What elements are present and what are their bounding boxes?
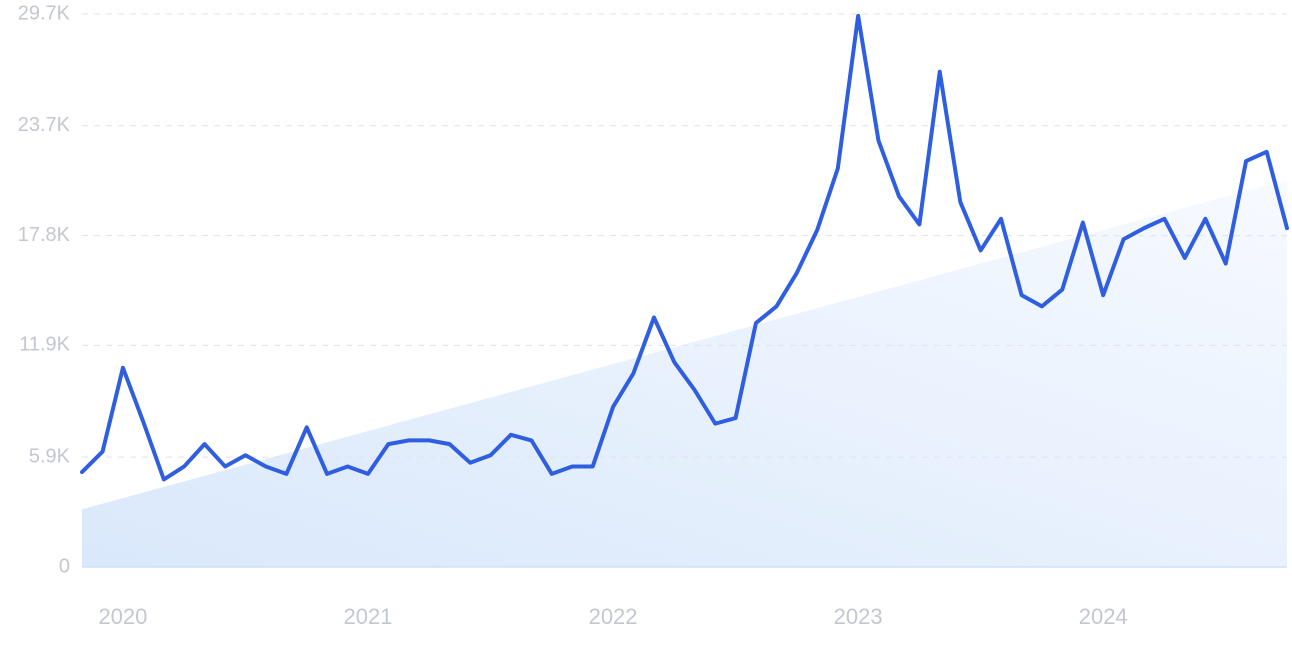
x-tick-label: 2023 xyxy=(834,604,883,629)
y-tick-label: 5.9K xyxy=(29,445,71,467)
x-tick-label: 2022 xyxy=(589,604,638,629)
y-tick-label: 11.9K xyxy=(19,334,70,356)
x-tick-label: 2021 xyxy=(344,604,393,629)
y-tick-label: 17.8K xyxy=(18,224,71,246)
x-tick-label: 2024 xyxy=(1079,604,1128,629)
series-line xyxy=(80,13,1289,482)
x-tick-label: 2020 xyxy=(98,604,147,629)
y-tick-label: 0 xyxy=(59,555,70,577)
y-tick-label: 29.7K xyxy=(18,2,71,24)
y-tick-label: 23.7K xyxy=(18,114,71,136)
